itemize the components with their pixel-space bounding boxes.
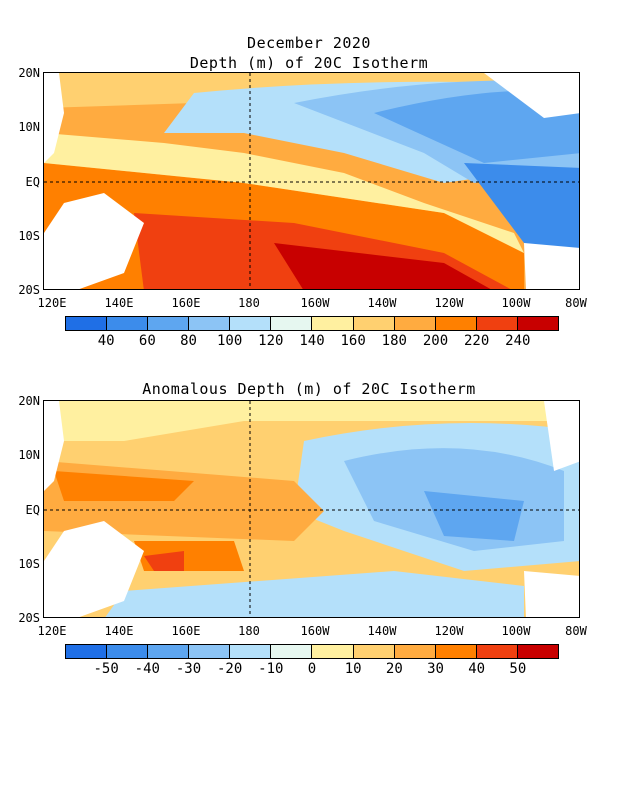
colorbar-swatch	[517, 317, 558, 330]
colorbar-label: 60	[138, 333, 156, 349]
colorbar-swatch	[394, 645, 436, 658]
colorbar-label: 40	[97, 333, 115, 349]
colorbar-swatch	[230, 317, 272, 330]
colorbar-label: 0	[307, 661, 317, 677]
lon-label-80w: 80W	[565, 296, 587, 310]
lat2-label-20n: 20N	[18, 394, 40, 408]
colorbar-swatch	[394, 317, 436, 330]
lat-label-20n: 20N	[18, 66, 40, 80]
depth-map-svg	[44, 73, 579, 289]
colorbar-label: -30	[175, 661, 202, 677]
anomaly-colorbar	[65, 644, 559, 659]
colorbar-swatch	[189, 317, 231, 330]
lon2-label-80w: 80W	[565, 624, 587, 638]
colorbar-label: 40	[468, 661, 486, 677]
colorbar-swatch	[189, 645, 231, 658]
colorbar-swatch	[312, 645, 354, 658]
colorbar-label: 200	[422, 333, 449, 349]
lat-label-20s: 20S	[18, 283, 40, 297]
colorbar-label: -40	[134, 661, 160, 677]
colorbar-label: 80	[180, 333, 197, 349]
lon2-label-160e: 160E	[171, 624, 201, 638]
colorbar-swatch	[353, 645, 395, 658]
colorbar-label: 30	[427, 661, 444, 677]
colorbar-swatch	[66, 645, 108, 658]
depth-map	[43, 72, 580, 290]
lat-label-10s: 10S	[18, 229, 40, 243]
colorbar-swatch	[107, 317, 149, 330]
colorbar-swatch	[230, 645, 272, 658]
colorbar-swatch	[353, 317, 395, 330]
lat2-label-20s: 20S	[18, 611, 40, 625]
lon-label-140w: 140W	[367, 296, 397, 310]
lon2-label-160w: 160W	[300, 624, 330, 638]
colorbar-label: 50	[509, 661, 527, 677]
colorbar-swatch	[271, 645, 313, 658]
lon-label-180: 180	[238, 296, 260, 310]
colorbar-label: -10	[258, 661, 284, 677]
lon-label-100w: 100W	[501, 296, 531, 310]
lat2-label-10n: 10N	[18, 448, 40, 462]
colorbar-label: 120	[258, 333, 284, 349]
anomaly-map-svg	[44, 401, 579, 617]
anomaly-map	[43, 400, 580, 618]
colorbar-swatch	[271, 317, 313, 330]
lon2-label-100w: 100W	[501, 624, 531, 638]
colorbar-label: 160	[340, 333, 366, 349]
colorbar-swatch	[312, 317, 354, 330]
colorbar-swatch	[148, 317, 190, 330]
lon2-label-120w: 120W	[434, 624, 464, 638]
colorbar-swatch	[107, 645, 149, 658]
lat-label-10n: 10N	[18, 120, 40, 134]
lon-label-120e: 120E	[37, 296, 67, 310]
lon2-label-140w: 140W	[367, 624, 397, 638]
colorbar-swatch	[476, 645, 518, 658]
lat2-label-eq: EQ	[25, 503, 40, 517]
colorbar-label: 140	[299, 333, 325, 349]
colorbar-swatch	[435, 645, 477, 658]
lon-label-140e: 140E	[104, 296, 134, 310]
lat2-label-10s: 10S	[18, 557, 40, 571]
colorbar-label: 220	[464, 333, 490, 349]
main-title: December 2020	[247, 34, 371, 52]
colorbar-swatch	[66, 317, 108, 330]
colorbar-label: 100	[217, 333, 243, 349]
colorbar-label: 10	[344, 661, 362, 677]
lat-label-eq: EQ	[25, 175, 40, 189]
colorbar-swatch	[435, 317, 477, 330]
panel2-title: Anomalous Depth (m) of 20C Isotherm	[142, 380, 476, 398]
lon2-label-140e: 140E	[104, 624, 134, 638]
lon-label-160w: 160W	[300, 296, 330, 310]
colorbar-label: 180	[381, 333, 407, 349]
panel1-title: Depth (m) of 20C Isotherm	[189, 54, 429, 72]
lon-label-160e: 160E	[171, 296, 201, 310]
depth-colorbar	[65, 316, 559, 331]
colorbar-label: 20	[385, 661, 403, 677]
lon-label-120w: 120W	[434, 296, 464, 310]
colorbar-swatch	[148, 645, 190, 658]
lon2-label-120e: 120E	[37, 624, 67, 638]
colorbar-label: -50	[93, 661, 119, 677]
colorbar-swatch	[476, 317, 518, 330]
colorbar-label: -20	[217, 661, 243, 677]
lon2-label-180: 180	[238, 624, 260, 638]
colorbar-label: 240	[505, 333, 531, 349]
colorbar-swatch	[517, 645, 558, 658]
